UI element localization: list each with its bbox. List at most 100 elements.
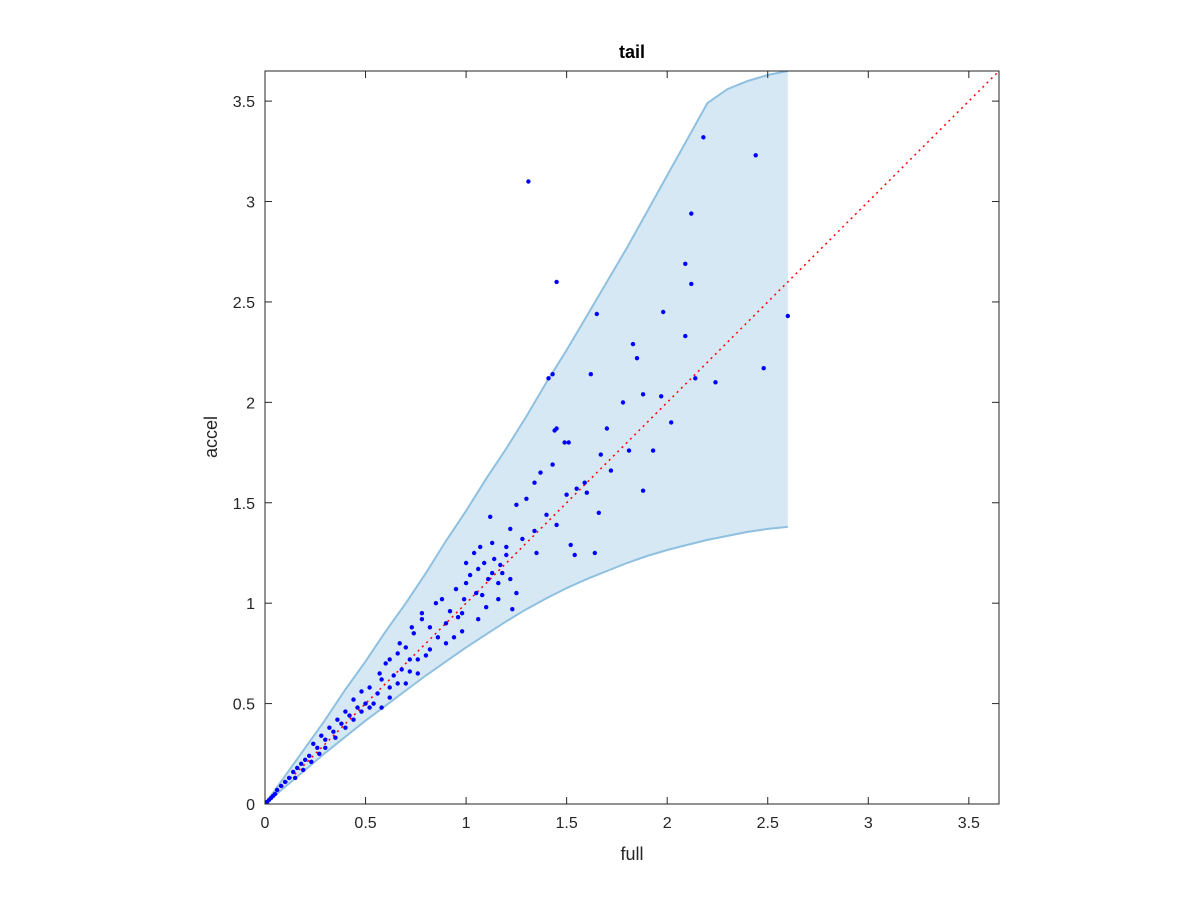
data-point xyxy=(713,380,718,385)
y-tick-label: 1.5 xyxy=(233,496,255,513)
data-point xyxy=(572,552,577,558)
data-point xyxy=(480,592,485,598)
data-point xyxy=(562,440,567,445)
data-point xyxy=(331,729,336,734)
data-point xyxy=(383,661,388,666)
data-point xyxy=(274,787,280,793)
data-point xyxy=(415,657,420,662)
data-point xyxy=(459,629,465,634)
y-tick-label: 3.5 xyxy=(233,94,255,111)
y-tick-label: 1 xyxy=(246,596,255,613)
data-point xyxy=(538,470,543,475)
data-point xyxy=(327,725,332,730)
data-point xyxy=(520,536,525,542)
data-point xyxy=(532,528,537,534)
data-point xyxy=(463,560,469,566)
data-point xyxy=(371,701,376,706)
data-point xyxy=(659,394,664,399)
data-point xyxy=(387,657,392,662)
data-point xyxy=(594,311,599,317)
data-point xyxy=(478,544,483,550)
data-point xyxy=(500,570,505,576)
data-point xyxy=(514,502,519,507)
chart-title: tail xyxy=(619,42,645,62)
data-point xyxy=(526,179,531,184)
band-lower-edge xyxy=(265,525,788,804)
y-tick-label: 0.5 xyxy=(233,697,255,714)
data-point xyxy=(566,440,571,445)
data-point xyxy=(761,366,766,371)
data-point xyxy=(397,641,402,646)
data-point xyxy=(498,562,503,568)
data-point xyxy=(443,621,449,626)
data-point xyxy=(689,281,694,287)
y-tick-label: 3 xyxy=(246,195,255,212)
data-point xyxy=(693,376,698,381)
data-point xyxy=(427,625,433,630)
data-point xyxy=(293,775,298,781)
y-tick-label: 2 xyxy=(246,395,255,412)
data-point xyxy=(435,635,441,640)
data-point xyxy=(550,462,555,467)
data-point xyxy=(377,671,382,676)
data-point xyxy=(640,488,646,493)
data-point xyxy=(387,685,392,690)
data-point xyxy=(554,426,559,431)
data-point xyxy=(403,681,408,686)
data-point xyxy=(367,685,372,690)
x-tick-label: 1 xyxy=(462,815,471,832)
data-point xyxy=(309,759,314,764)
data-point xyxy=(488,514,493,519)
data-point xyxy=(291,769,296,775)
band-upper-edge xyxy=(265,71,788,804)
data-point xyxy=(689,211,694,216)
data-point xyxy=(433,601,439,606)
data-point xyxy=(598,452,603,457)
data-point xyxy=(461,597,467,602)
data-point xyxy=(582,480,587,485)
data-point xyxy=(351,717,356,722)
data-point xyxy=(620,400,626,405)
data-point xyxy=(785,313,790,319)
data-point xyxy=(399,667,404,672)
data-point xyxy=(524,496,529,501)
data-point xyxy=(282,779,288,785)
data-point xyxy=(510,607,515,612)
data-point xyxy=(351,697,356,702)
data-point xyxy=(544,512,549,517)
data-point xyxy=(508,576,513,582)
data-point xyxy=(391,673,396,678)
data-point xyxy=(367,705,372,710)
data-point xyxy=(554,279,559,285)
data-point xyxy=(661,309,666,315)
data-point xyxy=(395,651,400,656)
data-point xyxy=(339,721,344,726)
confidence-band xyxy=(265,71,788,804)
data-point xyxy=(407,657,412,662)
data-point xyxy=(407,669,412,674)
x-tick-label: 1.5 xyxy=(556,815,578,832)
data-point xyxy=(439,597,445,602)
x-tick-label: 3 xyxy=(864,815,873,832)
data-point xyxy=(463,580,469,586)
x-tick-label: 2 xyxy=(663,815,672,832)
data-point xyxy=(343,725,348,730)
data-point xyxy=(634,356,640,361)
data-point xyxy=(640,392,646,397)
data-point xyxy=(419,617,425,622)
x-tick-label: 2.5 xyxy=(757,815,779,832)
data-point xyxy=(514,590,519,596)
data-point xyxy=(467,572,473,578)
data-point xyxy=(403,645,408,650)
data-point xyxy=(584,490,589,495)
data-point xyxy=(311,741,316,746)
data-point xyxy=(295,765,300,771)
data-point xyxy=(355,705,360,710)
data-point xyxy=(683,333,688,339)
data-point xyxy=(476,566,481,572)
x-tick-label: 0.5 xyxy=(354,815,376,832)
data-point xyxy=(568,542,573,548)
data-point xyxy=(451,635,457,640)
data-point xyxy=(492,556,497,562)
